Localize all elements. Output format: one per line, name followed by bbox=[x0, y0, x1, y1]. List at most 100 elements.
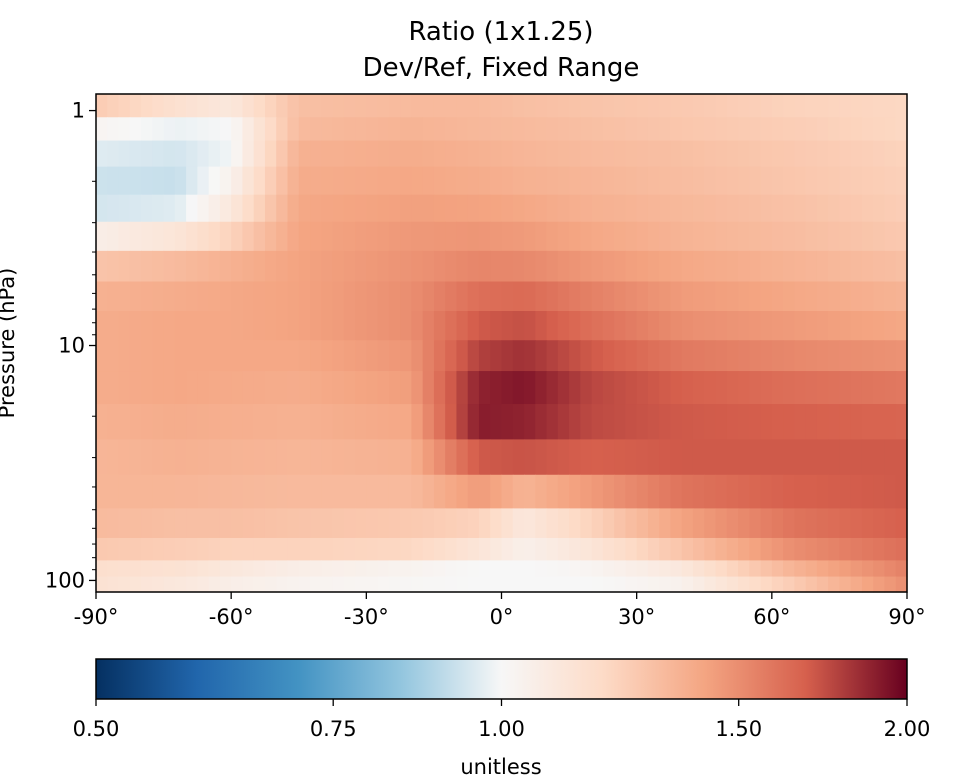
heatmap-cell bbox=[771, 508, 784, 539]
heatmap-cell bbox=[614, 140, 626, 168]
heatmap-cell bbox=[96, 94, 108, 118]
heatmap-cell bbox=[816, 537, 829, 561]
heatmap-cell bbox=[264, 166, 277, 196]
heatmap-cell bbox=[895, 117, 908, 142]
heatmap-cell bbox=[242, 340, 255, 372]
heatmap-cell bbox=[704, 194, 717, 223]
heatmap-cell bbox=[580, 221, 593, 252]
heatmap-cell bbox=[861, 311, 874, 341]
heatmap-cell bbox=[388, 311, 401, 341]
heatmap-cell bbox=[738, 537, 750, 561]
heatmap-cell bbox=[107, 194, 120, 223]
heatmap-cell bbox=[512, 281, 525, 312]
heatmap-cell bbox=[163, 194, 176, 223]
heatmap-cell bbox=[760, 140, 773, 168]
heatmap-cell bbox=[895, 281, 908, 312]
heatmap-cell bbox=[422, 439, 435, 476]
heatmap-cell bbox=[208, 250, 221, 283]
heatmap-cell bbox=[591, 340, 604, 372]
heatmap-cell bbox=[839, 250, 852, 283]
heatmap-cell bbox=[692, 474, 705, 509]
heatmap-cell bbox=[433, 140, 446, 168]
heatmap-cell bbox=[647, 404, 660, 440]
heatmap-cell bbox=[535, 560, 548, 578]
heatmap-cell bbox=[287, 576, 300, 593]
heatmap-cell bbox=[298, 221, 311, 252]
heatmap-cell bbox=[816, 311, 829, 341]
heatmap-cell bbox=[670, 404, 683, 440]
heatmap-cell bbox=[163, 404, 176, 440]
heatmap-cell bbox=[422, 117, 435, 142]
heatmap-cell bbox=[366, 371, 379, 405]
heatmap-cell bbox=[692, 117, 705, 142]
heatmap-cell bbox=[118, 474, 131, 509]
heatmap-cell bbox=[186, 194, 198, 223]
heatmap-cell bbox=[129, 560, 142, 578]
heatmap-cell bbox=[186, 576, 198, 593]
heatmap-cell bbox=[411, 281, 424, 312]
heatmap-cell bbox=[298, 576, 311, 593]
heatmap-cell bbox=[580, 166, 593, 196]
heatmap-cell bbox=[501, 94, 514, 118]
heatmap-cell bbox=[828, 221, 841, 252]
heatmap-cell bbox=[884, 439, 897, 476]
heatmap-cell bbox=[580, 404, 593, 440]
heatmap-cell bbox=[321, 250, 334, 283]
heatmap-cell bbox=[96, 560, 108, 578]
heatmap-cell bbox=[670, 117, 683, 142]
heatmap-cell bbox=[174, 439, 187, 476]
heatmap-cell bbox=[388, 194, 401, 223]
heatmap-cell bbox=[794, 560, 807, 578]
heatmap-cell bbox=[310, 94, 322, 118]
heatmap-cell bbox=[760, 508, 773, 539]
heatmap-cell bbox=[738, 508, 750, 539]
heatmap-cell bbox=[129, 221, 142, 252]
heatmap-cell bbox=[445, 311, 458, 341]
heatmap-cell bbox=[343, 508, 356, 539]
heatmap-cell bbox=[411, 576, 424, 593]
heatmap-cell bbox=[546, 537, 559, 561]
heatmap-cell bbox=[298, 439, 311, 476]
heatmap-cell bbox=[726, 117, 739, 142]
heatmap-cell bbox=[647, 537, 660, 561]
heatmap-cell bbox=[332, 576, 345, 593]
heatmap-cell bbox=[681, 508, 694, 539]
heatmap-cell bbox=[219, 140, 232, 168]
heatmap-cell bbox=[129, 94, 142, 118]
heatmap-cell bbox=[276, 166, 289, 196]
heatmap-cell bbox=[749, 194, 762, 223]
heatmap-cell bbox=[771, 404, 784, 440]
heatmap-cell bbox=[873, 250, 886, 283]
heatmap-cell bbox=[828, 194, 841, 223]
heatmap-cell bbox=[749, 94, 762, 118]
heatmap-cell bbox=[467, 166, 480, 196]
heatmap-cell bbox=[557, 371, 570, 405]
heatmap-cell bbox=[287, 439, 300, 476]
heatmap-cell bbox=[343, 439, 356, 476]
heatmap-cell bbox=[715, 537, 728, 561]
heatmap-cell bbox=[704, 439, 717, 476]
heatmap-cell bbox=[546, 371, 559, 405]
heatmap-cell bbox=[129, 250, 142, 283]
heatmap-cell bbox=[231, 508, 244, 539]
heatmap-cell bbox=[490, 560, 503, 578]
heatmap-cell bbox=[355, 340, 367, 372]
heatmap-cell bbox=[546, 94, 559, 118]
heatmap-cell bbox=[186, 537, 198, 561]
heatmap-cell bbox=[422, 250, 435, 283]
heatmap-cell bbox=[546, 340, 559, 372]
heatmap-cell bbox=[355, 221, 367, 252]
heatmap-cell bbox=[614, 311, 626, 341]
heatmap-cell bbox=[355, 117, 367, 142]
heatmap-cell bbox=[242, 404, 255, 440]
heatmap-cell bbox=[760, 94, 773, 118]
heatmap-cell bbox=[704, 166, 717, 196]
heatmap-cell bbox=[839, 340, 852, 372]
heatmap-cell bbox=[219, 221, 232, 252]
heatmap-cell bbox=[174, 140, 187, 168]
heatmap-cell bbox=[524, 560, 536, 578]
heatmap-cell bbox=[355, 371, 367, 405]
heatmap-cell bbox=[704, 311, 717, 341]
heatmap-cell bbox=[839, 117, 852, 142]
heatmap-cell bbox=[129, 194, 142, 223]
